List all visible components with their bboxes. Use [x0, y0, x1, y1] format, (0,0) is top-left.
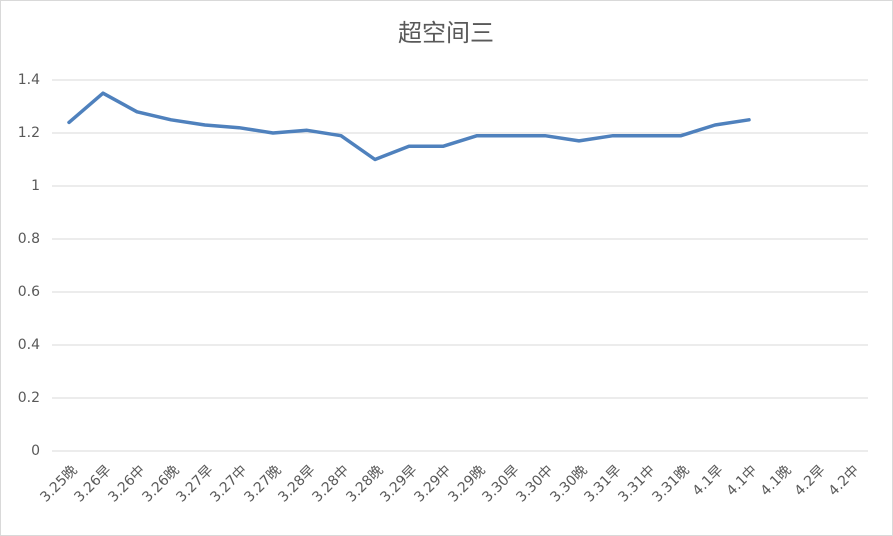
y-tick-label: 1.4 [18, 72, 40, 88]
y-tick-label: 0 [31, 443, 40, 459]
y-tick-label: 0.6 [18, 284, 40, 300]
y-tick-label: 0.2 [18, 390, 40, 406]
chart-title: 超空间三 [398, 19, 494, 47]
y-tick-label: 1.2 [18, 125, 40, 141]
line-series [67, 91, 751, 162]
y-tick-label: 1 [31, 178, 40, 194]
y-tick-label: 0.4 [18, 337, 40, 353]
y-tick-label: 0.8 [18, 231, 40, 247]
